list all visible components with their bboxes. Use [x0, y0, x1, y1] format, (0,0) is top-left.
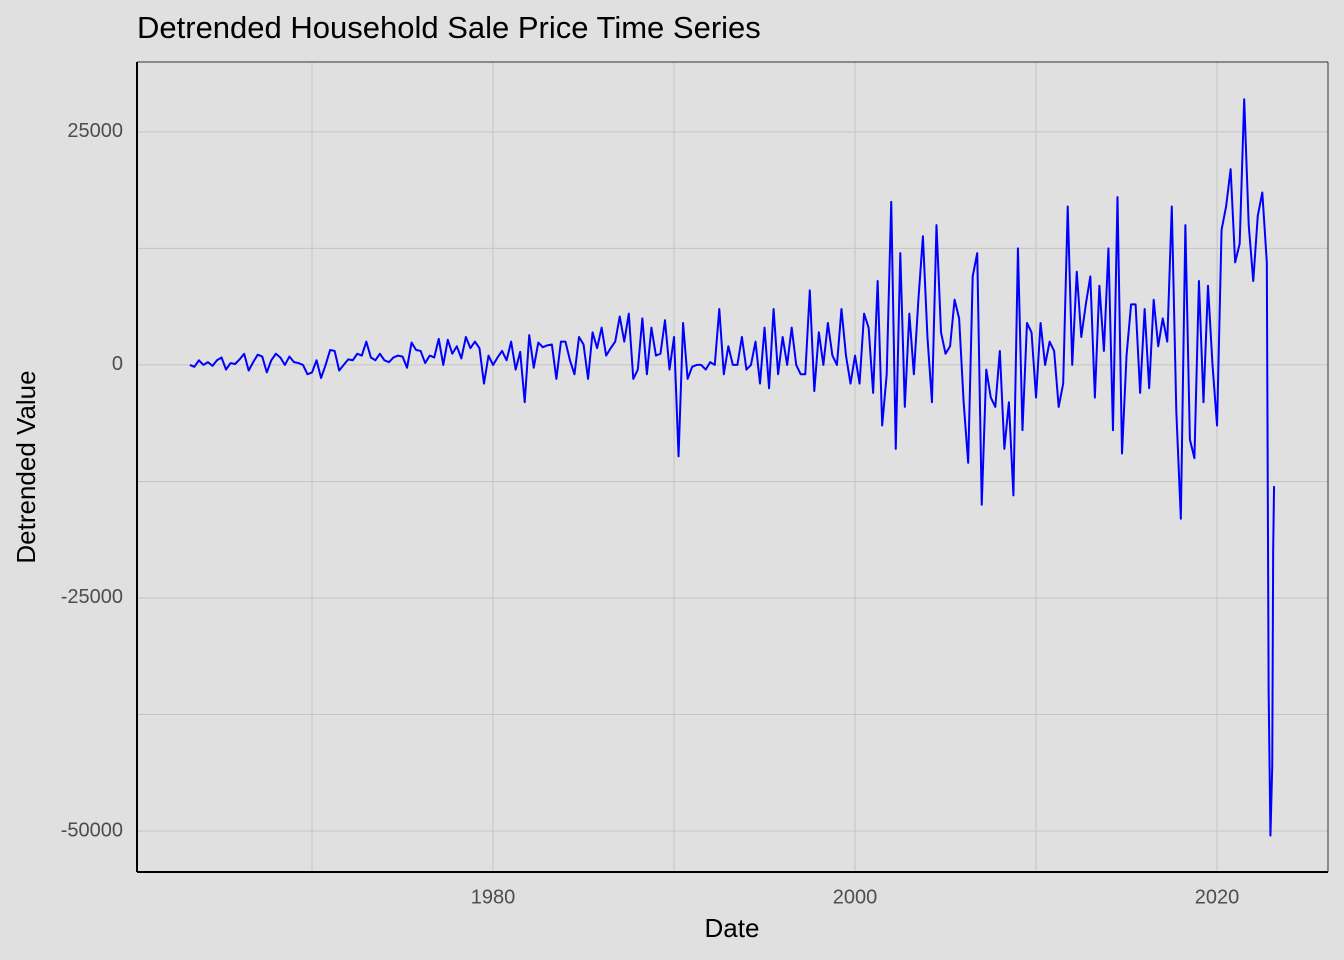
y-tick-label: -50000	[61, 819, 123, 841]
data-line	[189, 98, 1276, 837]
x-tick-label: 2020	[1195, 886, 1240, 908]
grid	[137, 62, 1328, 872]
plot-area	[189, 98, 1276, 837]
chart-title: Detrended Household Sale Price Time Seri…	[137, 10, 761, 45]
y-tick-label: 25000	[67, 120, 123, 142]
x-tick-label: 2000	[833, 886, 878, 908]
x-axis-label: Date	[705, 913, 760, 943]
y-axis-label: Detrended Value	[11, 370, 41, 563]
x-tick-label: 1980	[471, 886, 516, 908]
y-tick-label: -25000	[61, 586, 123, 608]
y-tick-label: 0	[112, 353, 123, 375]
